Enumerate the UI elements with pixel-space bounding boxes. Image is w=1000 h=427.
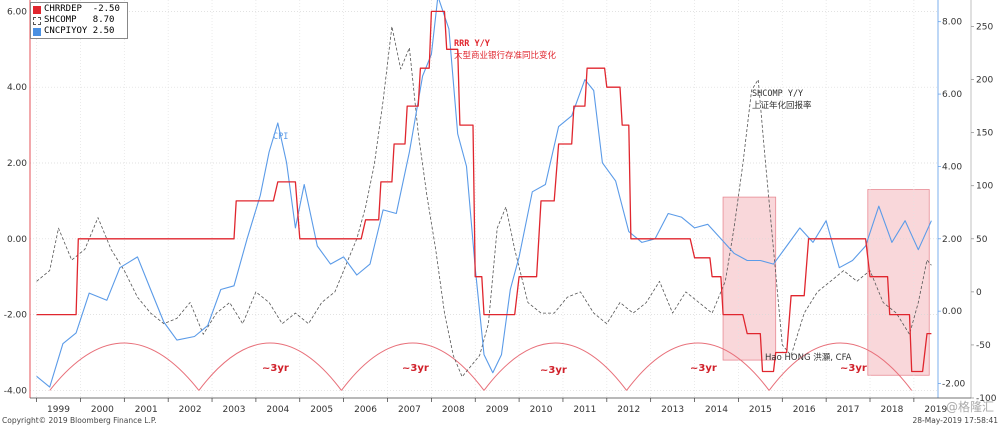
- legend-name-cpi: CNCPIYOY: [44, 26, 88, 36]
- x-tick-label: 2002: [179, 405, 202, 415]
- legend-swatch-rrr: [33, 5, 41, 14]
- right-outer-tick-label: 100: [976, 182, 993, 192]
- x-tick-label: 2011: [573, 405, 596, 415]
- right-inner-tick-label: -2.00: [942, 380, 966, 390]
- highlight-box: [867, 189, 930, 376]
- legend-value-rrr: -2.50: [92, 4, 120, 14]
- x-tick-label: 2005: [310, 405, 333, 415]
- x-tick-label: 2018: [880, 405, 903, 415]
- cycle-label: ~3yr: [690, 363, 717, 374]
- x-tick-label: 2017: [837, 405, 860, 415]
- x-tick-label: 2000: [91, 405, 114, 415]
- x-tick-label: 2010: [530, 405, 553, 415]
- right-inner-tick-label: 0.00: [942, 307, 962, 317]
- legend-value-cpi: 2.50: [92, 26, 115, 36]
- x-tick-label: 2014: [705, 405, 728, 415]
- right-outer-tick-label: -50: [976, 341, 991, 351]
- cycle-arcs: [49, 342, 913, 391]
- legend-value-shcomp: 8.70: [92, 15, 115, 25]
- right-outer-tick-label: 50: [976, 235, 988, 245]
- series-layer: [36, 0, 932, 388]
- rrr-title: RRR Y/Y: [454, 39, 490, 49]
- right-inner-tick-label: 8.00: [942, 18, 962, 28]
- x-tick-label: 2012: [617, 405, 640, 415]
- right-inner-tick-label: 4.00: [942, 162, 962, 172]
- author-label: Hao HONG 洪灝, CFA: [765, 353, 852, 363]
- highlight-box: [722, 196, 777, 361]
- x-tick-label: 2019: [924, 405, 947, 415]
- right-outer-tick-label: -100: [976, 394, 997, 404]
- left-tick-label: -2.00: [4, 311, 28, 321]
- x-tick-label: 2003: [223, 405, 246, 415]
- x-tick-label: 2001: [135, 405, 158, 415]
- shcomp-subtitle: 上证年化回报率: [752, 101, 812, 111]
- legend-item-rrr: CHRRDEP -2.50: [33, 4, 125, 15]
- legend-item-cpi: CNCPIYOY 2.50: [33, 26, 125, 37]
- legend-name-shcomp: SHCOMP: [44, 15, 77, 25]
- left-tick-label: -4.00: [4, 386, 28, 396]
- cycle-arc: [626, 342, 770, 391]
- series-line-cncpiyoy: [36, 0, 932, 388]
- cycle-label: ~3yr: [840, 363, 867, 374]
- copyright: Copyright© 2019 Bloomberg Finance L.P.: [2, 416, 157, 425]
- right-inner-tick-label: 2.00: [942, 235, 962, 245]
- x-tick-label: 2013: [661, 405, 684, 415]
- right-outer-tick-label: 250: [976, 23, 993, 33]
- x-tick-label: 2004: [266, 405, 289, 415]
- x-tick-label: 2015: [749, 405, 772, 415]
- legend-item-shcomp: SHCOMP 8.70: [33, 15, 125, 26]
- x-tick-label: 2016: [793, 405, 816, 415]
- cycle-label: ~3yr: [262, 363, 289, 374]
- cycle-arc: [483, 342, 627, 391]
- rrr-subtitle: 大型商业银行存准同比变化: [454, 51, 557, 61]
- right-outer-tick-label: 200: [976, 76, 993, 86]
- cpi-label: CPI: [273, 132, 289, 142]
- right-outer-tick-label: 150: [976, 129, 993, 139]
- series-line-shcomp: [36, 26, 932, 378]
- highlight-layer: [722, 189, 930, 376]
- legend-name-rrr: CHRRDEP: [44, 4, 82, 14]
- legend-swatch-cpi: [33, 27, 41, 36]
- cycle-arc: [198, 342, 342, 391]
- left-tick-label: 6.00: [7, 7, 27, 17]
- right-inner-tick-label: 6.00: [942, 90, 962, 100]
- cycle-arc: [341, 342, 485, 391]
- x-tick-label: 2009: [486, 405, 509, 415]
- shcomp-title: SHCOMP Y/Y: [752, 89, 804, 99]
- x-tick-label: 2008: [442, 405, 465, 415]
- cycle-label: ~3yr: [540, 365, 567, 376]
- left-tick-label: 4.00: [7, 83, 27, 93]
- cycle-arc: [49, 342, 200, 391]
- x-tick-label: 2006: [354, 405, 377, 415]
- watermark: @格隆汇: [945, 400, 994, 414]
- cycle-label: ~3yr: [402, 363, 429, 374]
- grid-layer: [30, 0, 938, 398]
- x-tick-label: 1999: [47, 405, 70, 415]
- legend-swatch-shcomp: [33, 16, 41, 25]
- right-outer-tick-label: 0: [976, 288, 982, 298]
- legend: CHRRDEP -2.50 SHCOMP 8.70 CNCPIYOY 2.50: [30, 2, 128, 39]
- left-tick-label: 0.00: [7, 235, 27, 245]
- cycle-arc: [768, 342, 913, 391]
- x-tick-label: 2007: [398, 405, 421, 415]
- left-tick-label: 2.00: [7, 159, 27, 169]
- timestamp: 28-May-2019 17:58:41: [912, 416, 999, 425]
- series-line-chrrdep: [36, 10, 932, 373]
